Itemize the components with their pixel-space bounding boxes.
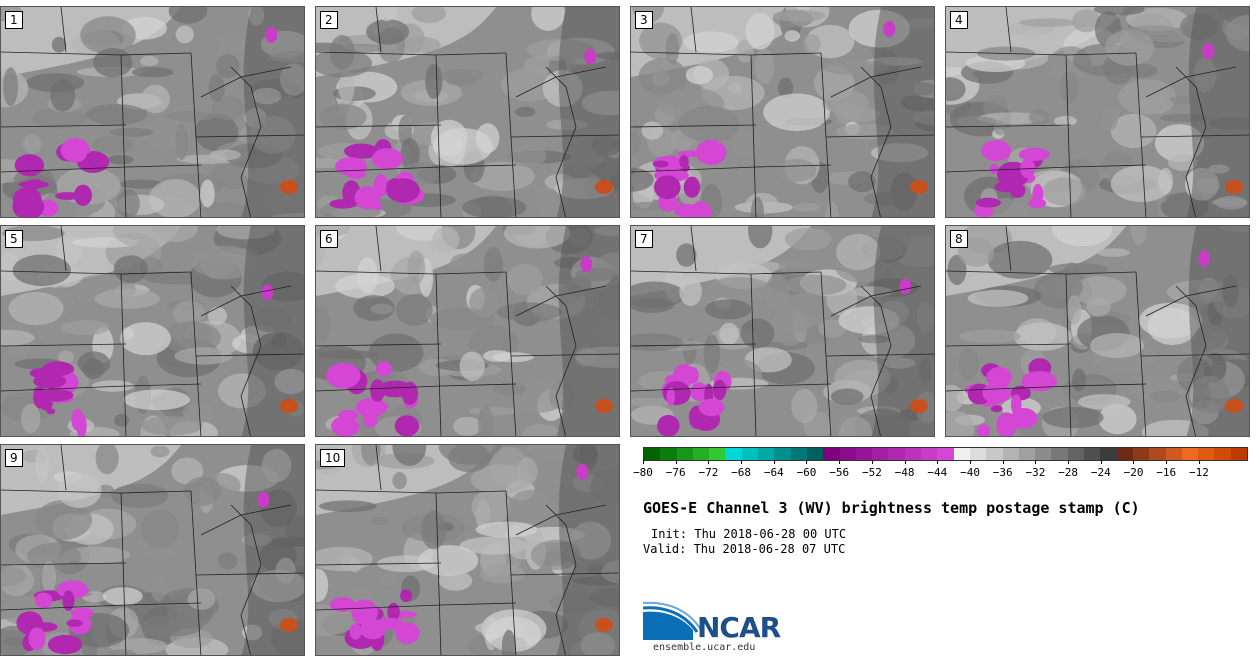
- colorbar-tick-label: −76: [666, 460, 686, 479]
- ncar-logo-icon: [643, 601, 702, 640]
- colorbar-swatch: [806, 448, 824, 460]
- colorbar-tick-label: −28: [1058, 460, 1078, 479]
- colorbar-swatch: [758, 448, 775, 460]
- logo-url: ensemble.ucar.edu: [653, 642, 756, 653]
- colorbar-tick-label: −48: [895, 460, 915, 479]
- panel-label: 4: [950, 11, 968, 29]
- stamp-panel-1: 1: [0, 6, 305, 218]
- init-time: Init: Thu 2018-06-28 00 UTC: [651, 527, 847, 541]
- satellite-map-image: [316, 7, 619, 217]
- colorbar-tick-label: −72: [698, 460, 718, 479]
- stamp-panel-7: 7: [630, 225, 935, 437]
- colorbar-swatch: [1149, 448, 1166, 460]
- colorbar-tick-label: −16: [1156, 460, 1176, 479]
- colorbar-tick-label: −24: [1091, 460, 1111, 479]
- colorbar-swatch: [953, 448, 970, 460]
- colorbar-swatch: [904, 448, 922, 460]
- colorbar-swatch: [1018, 448, 1036, 460]
- satellite-map-image: [1, 226, 304, 436]
- stamp-panel-4: 4: [945, 6, 1250, 218]
- stamp-panel-9: 9: [0, 444, 305, 656]
- valid-time: Valid: Thu 2018-06-28 07 UTC: [643, 542, 846, 556]
- colorbar-swatch: [709, 448, 726, 460]
- satellite-map-image: [1, 7, 304, 217]
- colorbar-swatch: [855, 448, 873, 460]
- colorbar-swatch: [660, 448, 677, 460]
- colorbar-swatch: [725, 448, 742, 460]
- logo-wordmark: NCAR: [697, 611, 781, 644]
- colorbar-swatch: [1181, 448, 1199, 460]
- colorbar-swatch: [872, 448, 889, 460]
- colorbar-swatch: [790, 448, 807, 460]
- colorbar-tick-label: −64: [764, 460, 784, 479]
- colorbar-tick-label: −56: [829, 460, 849, 479]
- satellite-map-image: [631, 226, 934, 436]
- satellite-map-image: [946, 226, 1249, 436]
- colorbar-ticks: −80 −76 −72 −68 −64 −60 −56 −52 −48 −44 −40 −36 −32−…: [633, 460, 1248, 486]
- panel-label: 9: [5, 449, 23, 467]
- page-title: GOES-E Channel 3 (WV) brightness temp po…: [643, 499, 1140, 517]
- colorbar-tick-label: −12: [1189, 460, 1209, 479]
- colorbar-tick-label: −80: [633, 460, 653, 479]
- colorbar-swatch: [1116, 448, 1133, 460]
- colorbar-swatch: [1230, 448, 1247, 460]
- panel-label: 7: [635, 230, 653, 248]
- colorbar-tick-label: −68: [731, 460, 751, 479]
- panel-label: 1: [5, 11, 23, 29]
- colorbar-swatch: [986, 448, 1003, 460]
- colorbar-swatch: [644, 448, 661, 460]
- stamp-panel-10: 10: [315, 444, 620, 656]
- satellite-map-image: [631, 7, 934, 217]
- colorbar-swatch: [692, 448, 710, 460]
- colorbar-swatch: [1165, 448, 1182, 460]
- panel-label: 5: [5, 230, 23, 248]
- panel-label: 10: [320, 449, 346, 467]
- colorbar-swatch: [1132, 448, 1150, 460]
- panel-label: 8: [950, 230, 968, 248]
- colorbar-tick-label: −36: [993, 460, 1013, 479]
- colorbar-tick-label: −52: [862, 460, 882, 479]
- colorbar-swatch: [774, 448, 791, 460]
- colorbar: [643, 447, 1248, 461]
- stamp-panel-2: 2: [315, 6, 620, 218]
- colorbar-tick-label: −60: [797, 460, 816, 479]
- stamp-panel-6: 6: [315, 225, 620, 437]
- satellite-map-image: [316, 445, 619, 655]
- colorbar-swatch: [823, 448, 840, 460]
- colorbar-tick-label: −40: [960, 460, 980, 479]
- colorbar-swatch: [969, 448, 987, 460]
- satellite-map-image: [316, 226, 619, 436]
- colorbar-tick-label: −44: [927, 460, 947, 479]
- stamp-panel-3: 3: [630, 6, 935, 218]
- colorbar-tick-label: −20: [1124, 460, 1143, 479]
- stamp-panel-5: 5: [0, 225, 305, 437]
- colorbar-swatch: [1035, 448, 1052, 460]
- colorbar-swatch: [1198, 448, 1215, 460]
- panel-label: 2: [320, 11, 338, 29]
- colorbar-swatch: [1084, 448, 1101, 460]
- panel-label: 6: [320, 230, 338, 248]
- colorbar-swatch: [1214, 448, 1231, 460]
- colorbar-tick-label: −32: [1025, 460, 1045, 479]
- colorbar-swatch: [839, 448, 856, 460]
- stamp-panel-8: 8: [945, 225, 1250, 437]
- colorbar-swatch: [1067, 448, 1085, 460]
- colorbar-swatch: [937, 448, 954, 460]
- colorbar-swatch: [1051, 448, 1068, 460]
- colorbar-swatch: [888, 448, 905, 460]
- satellite-map-image: [946, 7, 1249, 217]
- colorbar-swatch: [676, 448, 693, 460]
- colorbar-swatch: [741, 448, 759, 460]
- satellite-map-image: [1, 445, 304, 655]
- colorbar-swatch: [1100, 448, 1117, 460]
- panel-label: 3: [635, 11, 653, 29]
- colorbar-swatch: [921, 448, 938, 460]
- colorbar-swatch: [1002, 448, 1019, 460]
